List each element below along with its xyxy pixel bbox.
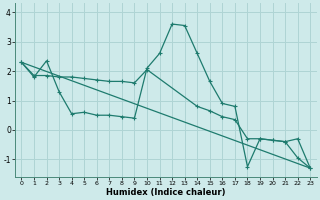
X-axis label: Humidex (Indice chaleur): Humidex (Indice chaleur): [106, 188, 226, 197]
